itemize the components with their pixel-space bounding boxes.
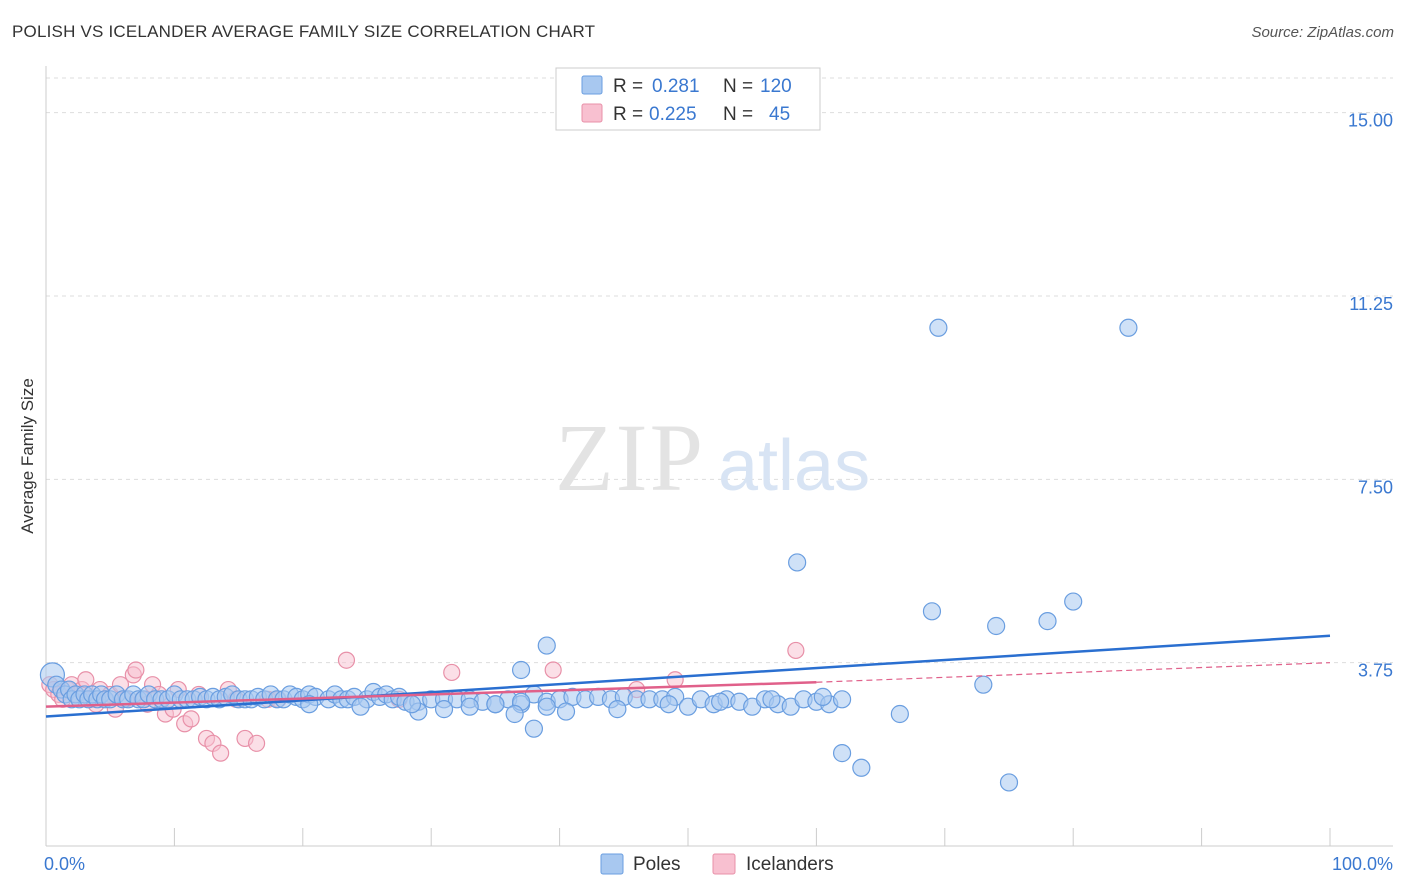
x-tick-label-max: 100.0% [1332, 854, 1393, 874]
icelanders-point [212, 744, 230, 762]
legend-n-label: N = [723, 76, 753, 97]
legend-row-poles: R = 0.281 N = 120 [581, 75, 792, 97]
poles-point [762, 690, 781, 709]
icelanders-point [247, 734, 266, 752]
y-tick-label: 15.00 [1348, 111, 1393, 131]
poles-point [832, 690, 852, 709]
legend-swatch-icelanders [581, 103, 603, 123]
poles-point [1064, 592, 1083, 611]
poles-point [505, 704, 524, 724]
poles-point [486, 695, 505, 714]
legend-row-icelanders: R = 0.225 N = 45 [581, 103, 790, 125]
source-label: Source: ZipAtlas.com [1251, 24, 1394, 41]
legend-bottom-label-poles: Poles [633, 854, 681, 875]
icelanders-point [337, 651, 356, 669]
poles-point [537, 636, 556, 655]
poles-point [511, 660, 531, 680]
legend-top: R = 0.281 N = 120 R = 0.225 N = 45 [555, 67, 821, 131]
icelanders-point [787, 641, 805, 660]
icelanders-point [77, 671, 95, 689]
poles-point [852, 758, 871, 777]
poles-point [999, 773, 1019, 792]
legend-n-value: 120 [760, 76, 792, 97]
poles-point [788, 553, 807, 572]
poles-point [1119, 318, 1138, 337]
legend-n-label: N = [723, 104, 753, 125]
legend-swatch-poles [581, 75, 603, 95]
poles-points [39, 318, 1138, 792]
legend-r-label: R = [613, 76, 643, 97]
poles-trend-line [45, 634, 1331, 718]
legend-bottom-swatch-poles [600, 853, 624, 875]
poles-point [659, 695, 678, 714]
legend-r-label: R = [613, 104, 643, 125]
tick-labels: 3.75 7.50 11.25 15.00 0.0% 100.0% [44, 111, 1393, 874]
legend-bottom: Poles Icelanders [600, 853, 834, 875]
poles-point [922, 602, 942, 621]
icelanders-trend-line-extension [816, 662, 1331, 683]
poles-point [556, 702, 576, 721]
watermark-zip: ZIP [555, 404, 705, 511]
y-axis-label: Average Family Size [18, 378, 37, 534]
y-tick-label: 7.50 [1358, 477, 1393, 497]
x-tick-label-min: 0.0% [44, 854, 85, 874]
poles-point [434, 700, 454, 719]
icelanders-point [182, 710, 200, 728]
poles-point [710, 692, 730, 711]
legend-r-value: 0.281 [652, 76, 700, 97]
poles-point [402, 695, 422, 714]
poles-point [537, 697, 556, 716]
poles-point [1038, 612, 1057, 631]
legend-bottom-label-icelanders: Icelanders [746, 854, 834, 875]
icelanders-point [443, 663, 461, 682]
trend-lines [45, 634, 1331, 718]
legend-n-value: 45 [769, 104, 790, 125]
icelanders-point [544, 661, 562, 679]
legend-bottom-swatch-icelanders [712, 853, 736, 875]
poles-point [890, 704, 909, 724]
poles-point [832, 744, 852, 763]
poles-point [460, 697, 479, 716]
poles-point [929, 318, 948, 337]
poles-point [974, 675, 993, 694]
icelanders-point [127, 661, 145, 679]
icelanders-trend-line [45, 680, 817, 708]
grid-lines [46, 77, 1393, 664]
watermark: ZIP atlas [555, 404, 870, 511]
y-tick-label: 11.25 [1349, 294, 1393, 314]
watermark-atlas: atlas [718, 426, 870, 506]
y-tick-label: 3.75 [1358, 661, 1393, 681]
poles-point [813, 687, 832, 706]
poles-point [608, 700, 627, 719]
poles-point [351, 697, 370, 716]
chart-title: POLISH VS ICELANDER AVERAGE FAMILY SIZE … [12, 22, 596, 41]
poles-point [524, 719, 544, 738]
legend-r-value: 0.225 [649, 104, 697, 125]
poles-point [987, 616, 1006, 636]
